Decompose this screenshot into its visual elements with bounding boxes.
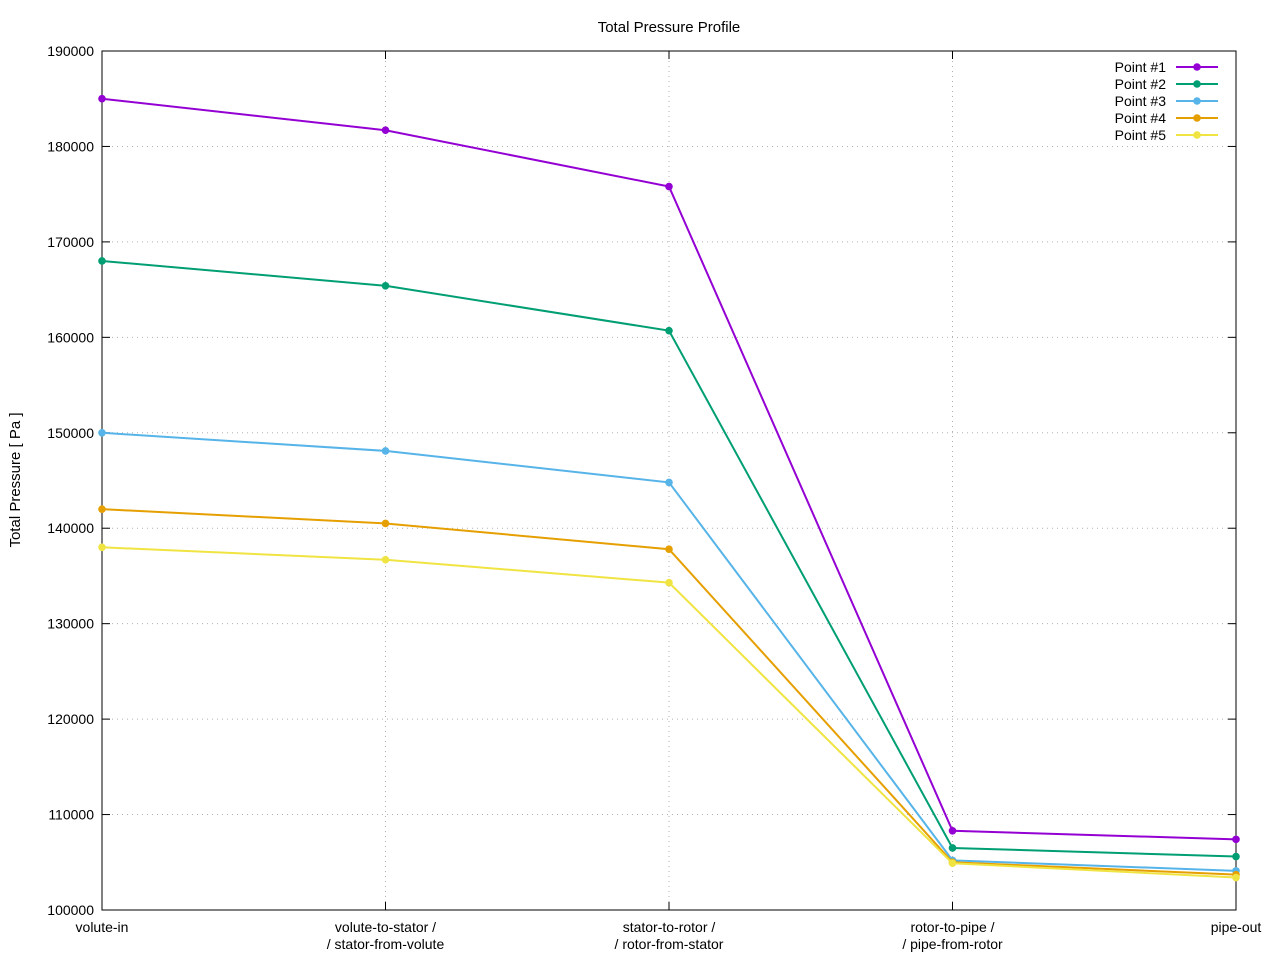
legend-item: Point #4 <box>1115 110 1218 126</box>
legend-item: Point #5 <box>1115 127 1218 143</box>
y-tick-label: 180000 <box>47 138 94 154</box>
data-point <box>98 543 106 552</box>
data-point <box>98 94 106 103</box>
series-2 <box>98 257 1240 861</box>
data-point <box>1232 873 1240 882</box>
legend-label: Point #4 <box>1115 110 1167 126</box>
data-point <box>98 257 106 265</box>
legend-label: Point #2 <box>1115 76 1167 92</box>
y-tick-label: 100000 <box>47 902 94 918</box>
x-tick-label: / pipe-from-rotor <box>902 936 1003 952</box>
data-point <box>381 555 390 564</box>
data-point <box>98 428 106 437</box>
axes-layer: 100000 110000 120000 130000 140000 150000 1600… <box>47 43 1261 952</box>
series-5 <box>98 543 1240 882</box>
x-tick-label: volute-in <box>76 919 129 935</box>
legend-marker <box>1193 131 1201 139</box>
legend-item: Point #3 <box>1115 93 1218 109</box>
x-tick-label: / stator-from-volute <box>327 936 445 952</box>
data-point <box>665 182 673 191</box>
x-tick-label: rotor-to-pipe / <box>910 919 994 935</box>
data-point <box>665 578 673 587</box>
legend-label: Point #1 <box>1115 59 1167 75</box>
y-tick-label: 110000 <box>48 807 94 823</box>
data-point <box>381 519 390 528</box>
chart-title: Total Pressure Profile <box>598 19 741 36</box>
y-tick-label: 150000 <box>47 425 94 441</box>
series-1 <box>98 94 1240 844</box>
y-tick-label: 140000 <box>47 520 94 536</box>
grid-layer <box>102 51 1236 910</box>
x-tick-label: / rotor-from-stator <box>615 936 724 952</box>
data-point <box>1232 852 1240 861</box>
y-tick-label: 170000 <box>47 234 94 250</box>
legend-item: Point #1 <box>1115 59 1218 75</box>
data-point <box>948 826 957 835</box>
legend-item: Point #2 <box>1115 76 1218 92</box>
data-point <box>948 844 957 852</box>
y-tick-label: 190000 <box>47 43 94 59</box>
legend-label: Point #3 <box>1115 93 1167 109</box>
x-tick-label: stator-to-rotor / <box>623 919 716 935</box>
data-point <box>665 478 673 487</box>
y-axis-label: Total Pressure [ Pa ] <box>7 412 24 547</box>
data-point <box>665 545 673 554</box>
legend-label: Point #5 <box>1115 127 1167 143</box>
data-point <box>381 126 390 135</box>
x-tick-label: volute-to-stator / <box>335 919 436 935</box>
legend-marker <box>1193 97 1201 105</box>
plot-frame <box>101 50 1237 911</box>
data-point <box>665 326 673 335</box>
data-point <box>98 505 106 513</box>
data-point <box>381 447 390 455</box>
legend-marker <box>1193 63 1201 71</box>
data-point <box>948 859 957 868</box>
data-point <box>1232 835 1240 844</box>
y-tick-label: 160000 <box>47 329 94 345</box>
x-tick-label: pipe-out <box>1211 919 1262 935</box>
series-line <box>101 259 1237 858</box>
series-layer <box>98 94 1240 882</box>
series-line <box>101 97 1237 841</box>
legend-marker <box>1193 80 1201 88</box>
data-point <box>381 281 390 290</box>
y-tick-label: 130000 <box>47 616 94 632</box>
y-tick-label: 120000 <box>47 711 94 727</box>
legend-marker <box>1193 114 1201 122</box>
